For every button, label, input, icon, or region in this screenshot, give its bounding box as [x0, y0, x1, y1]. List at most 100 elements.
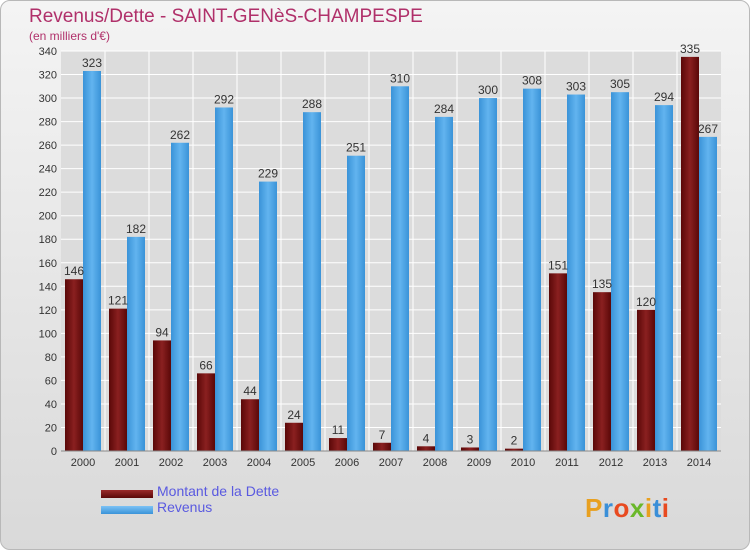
value-label-debt: 120	[636, 295, 656, 309]
bar-debt	[549, 273, 567, 451]
bar-revenue	[699, 136, 717, 451]
value-label-revenue: 294	[654, 90, 674, 104]
value-label-debt: 4	[423, 431, 430, 445]
y-tick-label: 40	[45, 399, 57, 411]
x-tick-label: 2003	[203, 457, 227, 469]
bar-debt	[329, 438, 347, 451]
value-label-debt: 135	[592, 277, 612, 291]
y-tick-label: 340	[39, 46, 57, 58]
x-tick-label: 2000	[71, 457, 95, 469]
value-label-debt: 121	[108, 294, 128, 308]
y-tick-label: 200	[39, 211, 57, 223]
bar-revenue	[479, 98, 497, 451]
bar-revenue	[655, 105, 673, 451]
value-label-revenue: 300	[478, 83, 498, 97]
bar-debt	[593, 292, 611, 451]
y-tick-label: 120	[39, 305, 57, 317]
bar-revenue	[83, 71, 101, 451]
x-tick-label: 2001	[115, 457, 139, 469]
bar-debt	[241, 399, 259, 451]
value-label-debt: 7	[379, 428, 386, 442]
chart-title: Revenus/Dette - SAINT-GENèS-CHAMPESPE	[29, 6, 423, 27]
bar-debt	[285, 422, 303, 451]
bar-debt	[153, 340, 171, 451]
y-tick-label: 320	[39, 70, 57, 82]
value-label-revenue: 182	[126, 222, 146, 236]
value-label-debt: 94	[155, 325, 169, 339]
x-tick-label: 2002	[159, 457, 183, 469]
value-label-debt: 146	[64, 264, 84, 278]
x-tick-label: 2008	[423, 457, 447, 469]
y-tick-label: 160	[39, 258, 57, 270]
legend-swatch-debt	[101, 490, 153, 498]
y-tick-label: 300	[39, 93, 57, 105]
bar-debt	[373, 442, 391, 451]
value-label-debt: 335	[680, 42, 700, 56]
bar-revenue	[171, 142, 189, 451]
bar-debt	[109, 308, 127, 451]
x-tick-label: 2011	[555, 457, 579, 469]
chart-subtitle: (en milliers d'€)	[29, 29, 110, 43]
x-tick-label: 2007	[379, 457, 403, 469]
bar-debt	[637, 309, 655, 451]
value-label-revenue: 251	[346, 141, 366, 155]
legend-label-revenue: Revenus	[157, 499, 213, 515]
value-label-revenue: 310	[390, 71, 410, 85]
y-tick-label: 20	[45, 422, 57, 434]
bar-revenue	[303, 112, 321, 452]
legend-swatch-revenue	[101, 506, 153, 514]
x-tick-label: 2009	[467, 457, 491, 469]
bar-revenue	[567, 94, 585, 451]
value-label-revenue: 305	[610, 77, 630, 91]
value-label-debt: 2	[511, 434, 518, 448]
value-label-revenue: 292	[214, 92, 234, 106]
value-label-revenue: 262	[170, 128, 190, 142]
bar-revenue	[391, 86, 409, 451]
value-label-debt: 24	[287, 408, 301, 422]
y-tick-label: 80	[45, 352, 57, 364]
legend-label-debt: Montant de la Dette	[157, 483, 280, 499]
bar-debt	[65, 279, 83, 451]
proxiti-logo: Proxiti	[585, 493, 670, 523]
x-tick-label: 2004	[247, 457, 271, 469]
value-label-revenue: 303	[566, 80, 586, 94]
value-label-revenue: 229	[258, 167, 278, 181]
y-tick-label: 0	[51, 446, 57, 458]
x-tick-label: 2012	[599, 457, 623, 469]
bar-revenue	[523, 88, 541, 451]
x-tick-label: 2005	[291, 457, 315, 469]
value-label-debt: 3	[467, 432, 474, 446]
y-tick-label: 220	[39, 187, 57, 199]
y-tick-label: 280	[39, 117, 57, 129]
bar-debt	[417, 446, 435, 451]
bar-revenue	[611, 92, 629, 452]
bar-revenue	[215, 107, 233, 452]
y-tick-label: 260	[39, 140, 57, 152]
value-label-revenue: 308	[522, 74, 542, 88]
y-tick-label: 100	[39, 328, 57, 340]
y-tick-label: 180	[39, 234, 57, 246]
x-tick-label: 2006	[335, 457, 359, 469]
value-label-revenue: 284	[434, 102, 454, 116]
bar-revenue	[435, 116, 453, 451]
x-tick-label: 2014	[687, 457, 711, 469]
value-label-debt: 66	[199, 358, 213, 372]
bar-debt	[505, 448, 523, 451]
bar-debt	[461, 447, 479, 451]
value-label-debt: 44	[243, 384, 257, 398]
bar-revenue	[347, 155, 365, 452]
value-label-debt: 11	[332, 423, 345, 437]
value-label-revenue: 288	[302, 97, 322, 111]
y-tick-label: 240	[39, 164, 57, 176]
bar-revenue	[127, 236, 145, 451]
value-label-revenue: 323	[82, 56, 102, 70]
value-label-revenue: 267	[698, 122, 718, 136]
bar-revenue	[259, 181, 277, 451]
y-tick-label: 60	[45, 375, 57, 387]
bar-debt	[681, 56, 699, 451]
bar-debt	[197, 373, 215, 451]
value-label-debt: 151	[548, 258, 568, 272]
x-tick-label: 2013	[643, 457, 667, 469]
